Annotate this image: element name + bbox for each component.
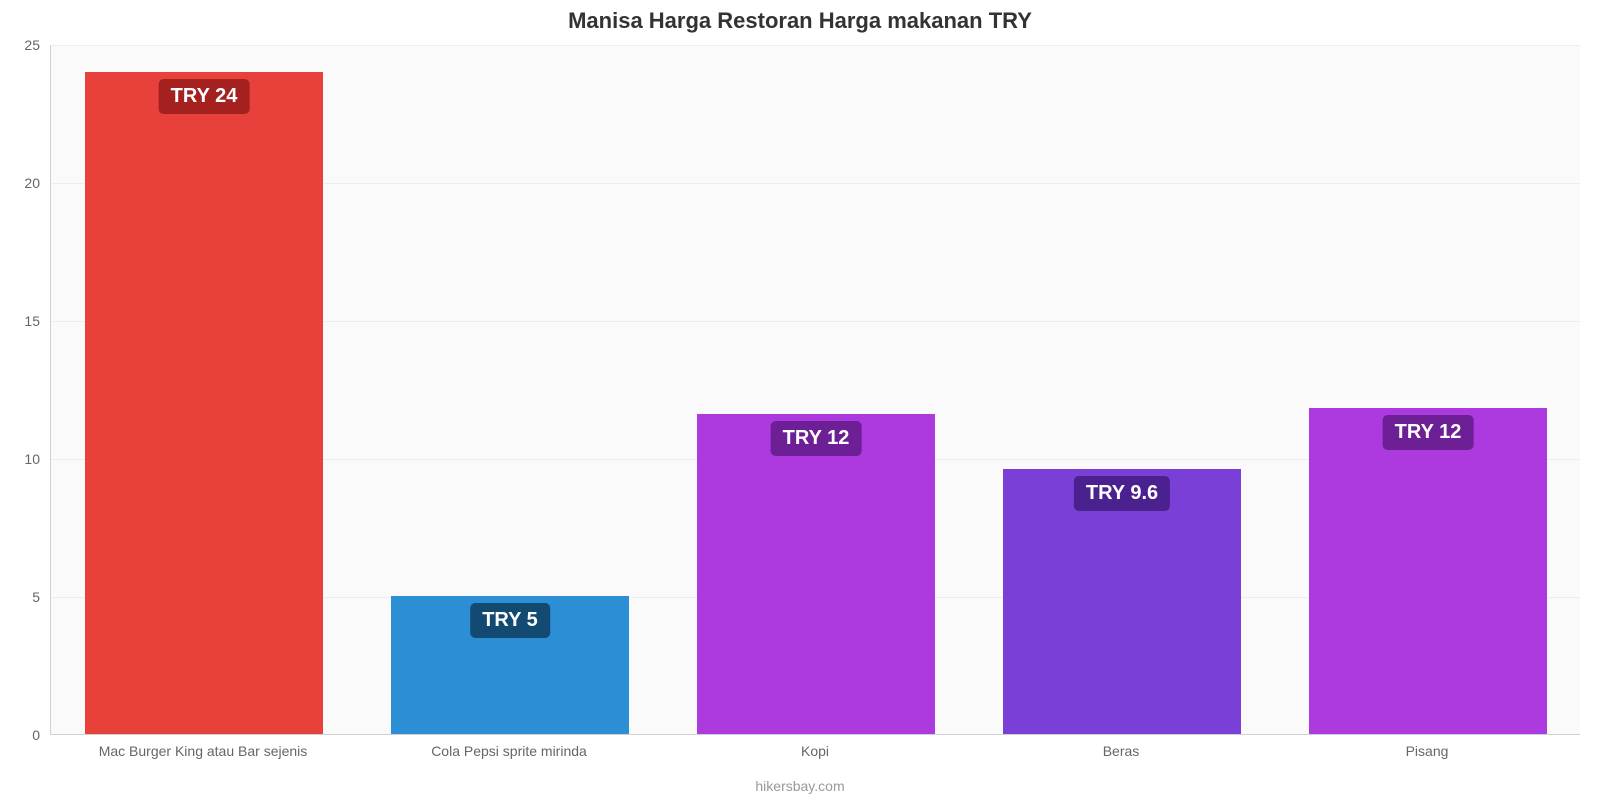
y-axis-tick-label: 20 (0, 175, 40, 191)
y-axis-tick-label: 0 (0, 727, 40, 743)
y-axis-tick-label: 15 (0, 313, 40, 329)
plot-area: TRY 24 TRY 5 TRY 12 TRY 9.6 TRY 12 (50, 45, 1580, 735)
y-axis-tick-label: 5 (0, 589, 40, 605)
bar (85, 72, 324, 734)
x-axis-tick-label: Mac Burger King atau Bar sejenis (99, 743, 308, 759)
x-axis-tick-label: Beras (1103, 743, 1140, 759)
bar-value-label: TRY 5 (470, 603, 550, 638)
y-axis-tick-label: 25 (0, 37, 40, 53)
bar (697, 414, 936, 734)
attribution-text: hikersbay.com (0, 778, 1600, 794)
bar-value-label: TRY 9.6 (1074, 476, 1170, 511)
x-axis-tick-label: Kopi (801, 743, 829, 759)
chart-title: Manisa Harga Restoran Harga makanan TRY (0, 8, 1600, 34)
bar (1309, 408, 1548, 734)
bar-value-label: TRY 12 (1383, 415, 1474, 450)
y-axis-tick-label: 10 (0, 451, 40, 467)
bar-value-label: TRY 24 (159, 79, 250, 114)
x-axis-tick-label: Pisang (1406, 743, 1449, 759)
x-axis-tick-label: Cola Pepsi sprite mirinda (431, 743, 587, 759)
bar-value-label: TRY 12 (771, 421, 862, 456)
chart-container: Manisa Harga Restoran Harga makanan TRY … (0, 0, 1600, 800)
gridline (51, 45, 1580, 46)
